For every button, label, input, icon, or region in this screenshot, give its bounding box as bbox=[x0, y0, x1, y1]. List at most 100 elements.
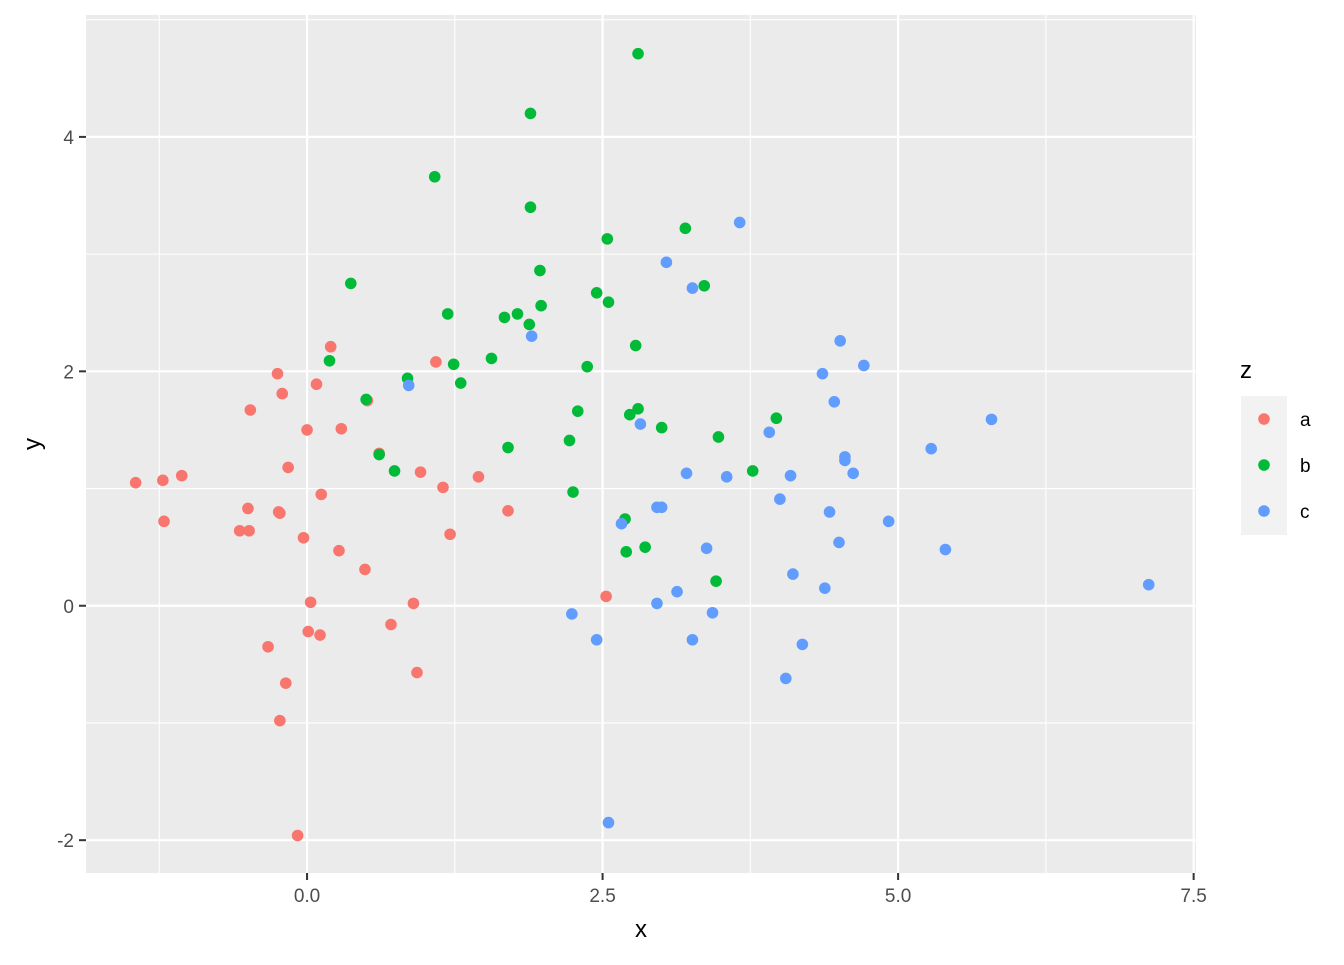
data-point-a bbox=[244, 404, 257, 416]
data-point-a bbox=[282, 461, 294, 474]
data-point-c bbox=[700, 542, 713, 555]
data-point-b bbox=[523, 318, 536, 331]
data-point-a bbox=[314, 629, 326, 641]
data-point-b bbox=[498, 311, 511, 324]
data-point-b bbox=[639, 541, 651, 553]
data-point-c bbox=[882, 515, 895, 528]
data-point-c bbox=[402, 379, 415, 392]
data-point-a bbox=[158, 515, 170, 528]
data-point-c bbox=[833, 536, 845, 549]
data-points bbox=[129, 47, 1155, 842]
x-axis-title: x bbox=[635, 916, 647, 943]
data-point-b bbox=[524, 201, 537, 214]
data-point-b bbox=[602, 296, 615, 308]
data-point-c bbox=[566, 608, 578, 620]
data-point-a bbox=[274, 714, 286, 727]
data-point-c bbox=[763, 426, 776, 439]
data-point-b bbox=[632, 47, 644, 60]
data-point-b bbox=[698, 279, 711, 292]
data-point-c bbox=[590, 633, 603, 646]
data-point-b bbox=[360, 393, 372, 406]
data-point-a bbox=[301, 424, 313, 436]
data-point-a bbox=[502, 505, 514, 517]
data-point-c bbox=[834, 335, 846, 347]
data-point-c bbox=[733, 216, 746, 229]
data-point-c bbox=[660, 256, 673, 269]
data-point-b bbox=[712, 431, 725, 443]
data-point-c bbox=[925, 442, 938, 455]
data-point-c bbox=[525, 330, 538, 342]
data-point-b bbox=[567, 486, 579, 498]
data-point-a bbox=[262, 640, 274, 653]
data-point-b bbox=[441, 308, 454, 320]
data-point-a bbox=[437, 481, 449, 494]
data-point-c bbox=[720, 471, 733, 483]
data-point-c bbox=[1142, 578, 1155, 591]
data-point-b bbox=[323, 354, 336, 367]
data-point-b bbox=[388, 465, 401, 477]
legend: z a b c bbox=[1240, 357, 1311, 535]
y-tick-label: 2 bbox=[63, 362, 74, 383]
data-point-a bbox=[129, 476, 142, 489]
legend-label-c: c bbox=[1300, 502, 1310, 523]
x-tick-label: 0.0 bbox=[294, 886, 320, 907]
x-axis: 0.0 2.5 5.0 7.5 bbox=[294, 873, 1207, 907]
data-point-b bbox=[655, 421, 668, 434]
major-grid bbox=[86, 15, 1196, 873]
data-point-a bbox=[472, 471, 485, 483]
data-point-a bbox=[274, 507, 286, 519]
data-point-a bbox=[430, 356, 442, 368]
data-point-c bbox=[787, 568, 799, 580]
data-point-b bbox=[623, 408, 636, 421]
data-point-a bbox=[276, 387, 289, 400]
data-point-c bbox=[706, 606, 719, 619]
data-point-c bbox=[671, 585, 683, 598]
data-point-c bbox=[819, 582, 831, 594]
x-tick-label: 5.0 bbox=[885, 886, 911, 907]
data-point-a bbox=[324, 340, 337, 353]
data-point-b bbox=[534, 264, 546, 277]
data-point-b bbox=[629, 339, 642, 352]
data-point-a bbox=[233, 524, 246, 537]
data-point-b bbox=[710, 575, 722, 587]
y-axis-title: y bbox=[19, 438, 46, 450]
data-point-a bbox=[304, 596, 317, 609]
data-point-a bbox=[335, 422, 348, 435]
data-point-a bbox=[157, 474, 169, 487]
data-point-b bbox=[746, 465, 759, 477]
data-point-b bbox=[601, 233, 614, 245]
data-point-b bbox=[590, 286, 603, 299]
data-point-c bbox=[680, 467, 693, 480]
y-axis: -2 0 2 4 bbox=[57, 128, 86, 852]
data-point-b bbox=[454, 377, 467, 389]
data-point-c bbox=[615, 517, 628, 530]
data-point-c bbox=[847, 467, 859, 480]
data-point-a bbox=[279, 677, 292, 689]
data-point-a bbox=[242, 502, 254, 515]
data-point-c bbox=[828, 396, 841, 408]
data-point-c bbox=[816, 367, 829, 380]
x-tick-label: 2.5 bbox=[589, 886, 615, 907]
data-point-c bbox=[839, 454, 851, 467]
data-point-b bbox=[524, 107, 537, 120]
legend-label-a: a bbox=[1300, 410, 1311, 431]
legend-label-b: b bbox=[1300, 456, 1311, 477]
data-point-a bbox=[414, 466, 427, 478]
data-point-c bbox=[686, 282, 699, 294]
data-point-b bbox=[571, 405, 584, 417]
legend-key-b bbox=[1258, 459, 1270, 471]
data-point-b bbox=[373, 448, 385, 461]
data-point-b bbox=[679, 222, 692, 235]
data-point-a bbox=[243, 524, 255, 537]
data-point-c bbox=[823, 506, 836, 518]
data-point-a bbox=[600, 590, 612, 603]
data-point-b bbox=[620, 546, 633, 558]
x-tick-label: 7.5 bbox=[1180, 886, 1206, 907]
data-point-c bbox=[796, 638, 809, 651]
legend-key-c bbox=[1258, 505, 1270, 517]
data-point-b bbox=[344, 277, 357, 290]
data-point-b bbox=[511, 308, 524, 320]
y-tick-label: 4 bbox=[63, 128, 74, 149]
